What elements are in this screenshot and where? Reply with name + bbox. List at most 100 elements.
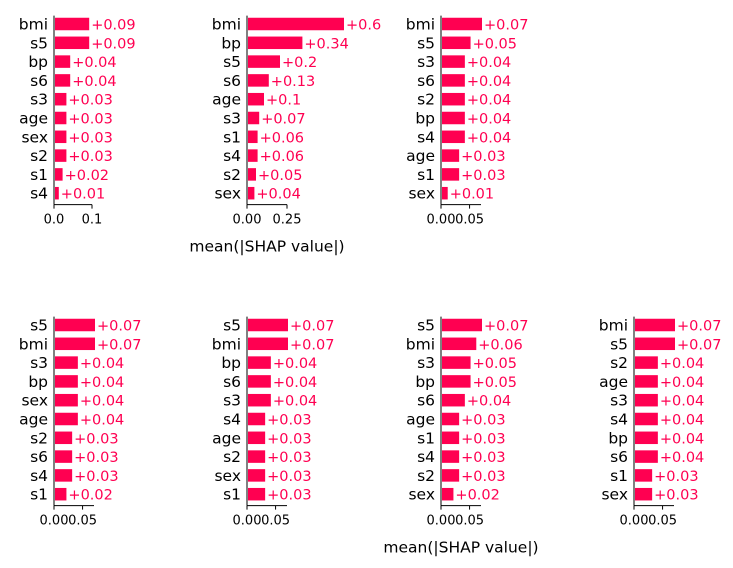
x-tick-label: 0.05 [455,514,484,529]
feature-label: bmi [406,16,435,34]
bar [248,74,269,87]
value-label: +0.07 [290,337,334,353]
feature-label: sex [214,185,241,203]
value-label: +0.05 [473,356,517,372]
bar [248,186,255,200]
value-label: +0.04 [660,450,704,466]
x-tick-label: 0.05 [261,514,290,529]
bar [635,412,658,426]
value-label: +0.03 [267,488,311,504]
feature-label: s2 [610,354,628,372]
value-label: +0.03 [461,469,505,485]
bar [442,55,465,68]
feature-label: s2 [417,91,435,109]
value-label: +0.04 [660,356,704,372]
bar [442,375,471,388]
feature-label: bp [221,354,241,372]
bar [55,393,78,407]
value-label: +0.09 [91,18,135,34]
x-tick-label: 0.00 [427,514,456,529]
feature-label: sex [21,392,48,410]
feature-label: s5 [223,317,241,335]
feature-label: bmi [19,16,48,34]
value-label: +0.03 [267,450,311,466]
bar [635,356,658,369]
x-tick-label: 0.1 [82,213,103,228]
chart-panel-1: bmi +0.09 s5 +0.09 bp +0.04 s6 +0.04 s3 +0.03 age +… [19,16,136,228]
value-label: +0.04 [72,74,116,90]
feature-label: age [406,411,435,429]
feature-label: bmi [212,16,241,34]
bar [55,375,78,388]
chart-panel-4: s5 +0.07 bmi +0.07 s3 +0.04 bp +0.04 sex +0.04 age… [19,317,142,529]
bar [442,469,460,482]
feature-label: s5 [30,34,48,52]
feature-label: s3 [417,53,435,71]
bar [442,130,465,144]
feature-label: s6 [30,72,48,90]
value-label: +0.04 [80,375,124,391]
feature-label: age [19,411,48,429]
bar [55,412,78,426]
x-tick-label: 0.00 [40,514,69,529]
value-label: +0.03 [461,168,505,184]
value-label: +0.02 [68,488,112,504]
feature-label: bmi [212,335,241,353]
feature-label: bp [221,34,241,52]
x-tick-label: 0.05 [68,514,97,529]
bar [248,412,266,426]
feature-label: s2 [30,429,48,447]
value-label: +0.04 [273,394,317,410]
value-label: +0.07 [290,319,334,335]
feature-label: s3 [417,354,435,372]
bar [248,469,266,482]
value-label: +0.07 [677,319,721,335]
value-label: +0.04 [256,187,300,203]
bar [442,318,482,332]
value-label: +0.04 [273,375,317,391]
bar [442,36,471,50]
value-label: +0.06 [260,149,304,165]
feature-label: bmi [406,335,435,353]
feature-label: s2 [223,448,241,466]
feature-label: s5 [417,34,435,52]
value-label: +0.03 [461,450,505,466]
feature-label: bp [415,110,435,128]
bar [442,111,465,125]
bar [248,318,288,332]
bar [55,55,71,68]
value-label: +0.03 [74,469,118,485]
feature-label: bmi [599,317,628,335]
x-tick-label: 0.0 [44,213,65,228]
value-label: +0.04 [273,356,317,372]
x-axis-label: mean(|SHAP value|) [383,539,538,557]
feature-label: s5 [610,335,628,353]
chart-panel-3: bmi +0.07 s5 +0.05 s3 +0.04 s6 +0.04 s2 +0.04 bp +0… [406,16,529,228]
bar [55,92,67,106]
bar [442,450,460,463]
bar [55,74,71,87]
value-label: +0.03 [74,431,118,447]
bar [248,111,260,125]
feature-label: s3 [223,110,241,128]
feature-label: s1 [223,128,241,146]
feature-label: s4 [223,147,241,165]
value-label: +0.03 [74,450,118,466]
feature-label: age [599,373,628,391]
feature-label: age [212,91,241,109]
value-label: +0.04 [80,356,124,372]
bar [635,469,653,482]
bar [442,431,460,445]
value-label: +0.01 [450,187,494,203]
value-label: +0.03 [461,149,505,165]
bar [248,92,264,106]
bar [55,17,90,31]
value-label: +0.01 [61,187,105,203]
feature-label: s4 [610,411,628,429]
feature-label: s6 [223,373,241,391]
chart-panel-2: bmi +0.6 bp +0.34 s5 +0.2 s6 +0.13 age +0.1 s3 +0.0… [189,16,381,256]
bar [55,356,78,369]
feature-label: s4 [417,128,435,146]
value-label: +0.2 [282,55,317,71]
bar [248,487,266,501]
